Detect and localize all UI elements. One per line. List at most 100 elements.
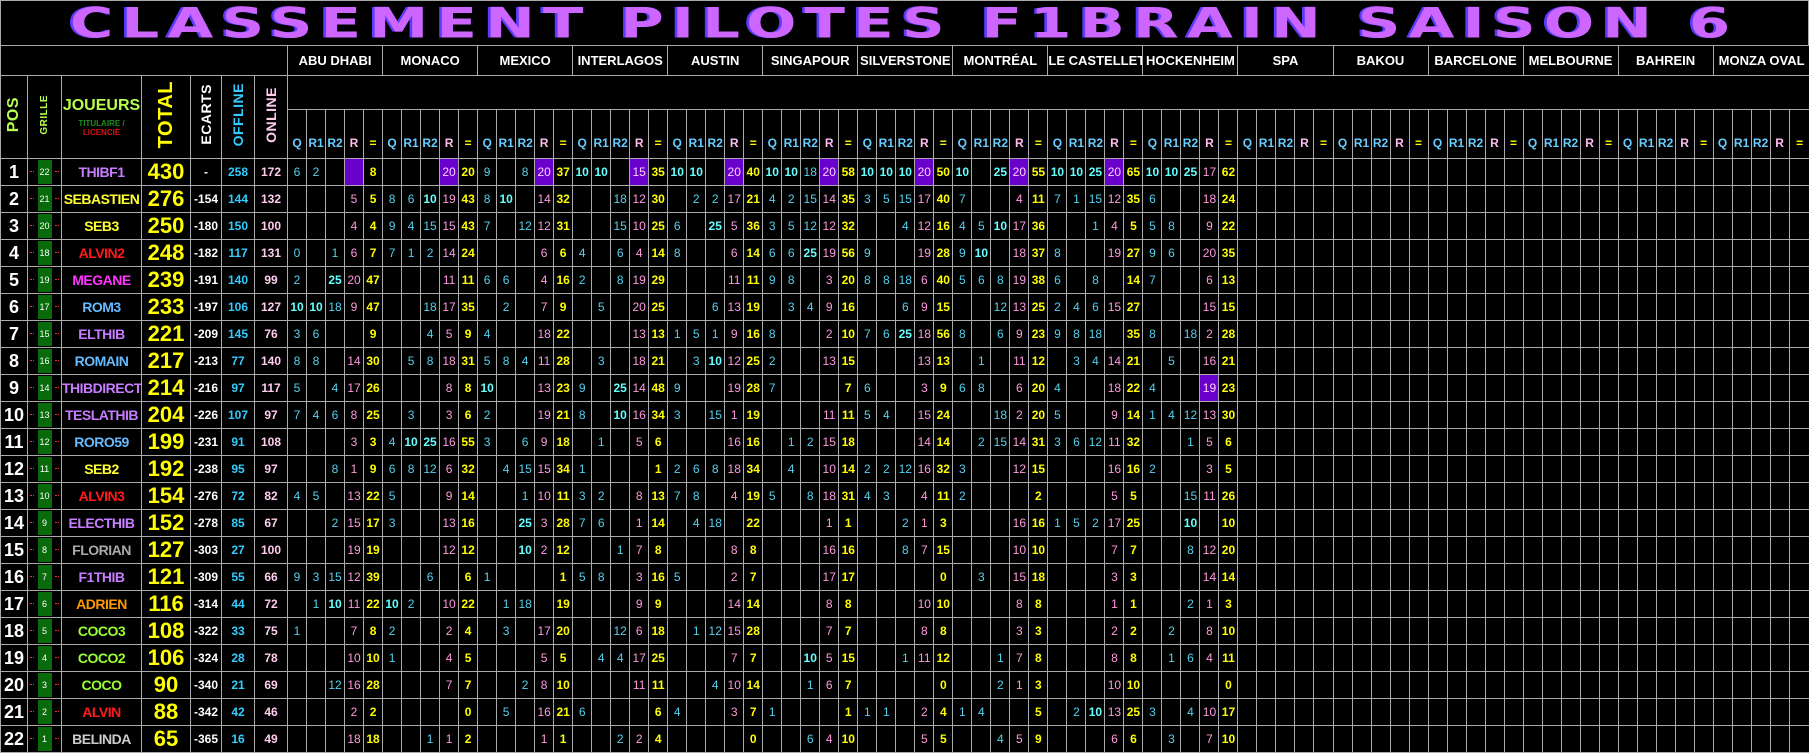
result-r [1770,294,1789,321]
result-r2: 8 [326,456,345,483]
result-r2 [1371,591,1390,618]
result-r2 [1466,618,1485,645]
result-r: 10 [345,645,364,672]
result-r1 [1352,726,1371,753]
result-q: 5 [953,267,972,294]
total-points: 152 [142,510,191,537]
result-q [668,186,687,213]
result-q [1428,483,1447,510]
result-r1 [307,645,326,672]
result-sum: 12 [934,645,953,672]
result-sum: 2 [1029,483,1048,510]
grille-number: 19 [38,268,52,292]
result-sum [1409,186,1428,213]
result-r1 [1257,699,1276,726]
result-sum [1409,375,1428,402]
result-r: 8 [915,618,934,645]
result-sum: 32 [1124,429,1143,456]
result-r2: 25 [801,240,820,267]
result-r2: 1 [1181,429,1200,456]
offline-points: 97 [222,375,255,402]
result-sum: 5 [459,645,478,672]
result-r2 [1751,402,1770,429]
subcolumn-header: R1 [402,110,421,159]
online-points: 72 [255,591,288,618]
result-r: 3 [915,375,934,402]
result-r1 [307,456,326,483]
result-r1 [1162,699,1181,726]
subcolumn-header: R1 [592,110,611,159]
result-r2 [801,321,820,348]
result-r1 [1732,429,1751,456]
result-sum [1789,186,1809,213]
result-r: 8 [725,537,744,564]
result-r2: 4 [706,672,725,699]
result-q [1333,186,1352,213]
result-sum [1599,186,1618,213]
result-q [1618,429,1637,456]
result-q [1618,510,1637,537]
result-r [1390,456,1409,483]
driver-name: ALVIN2 [62,240,142,267]
result-q [1048,213,1067,240]
result-r: 11 [345,591,364,618]
result-sum: 21 [744,186,763,213]
result-sum: 8 [649,537,668,564]
result-q [1713,348,1732,375]
result-r1: 8 [687,483,706,510]
result-r: 5 [630,429,649,456]
result-r: 2 [630,726,649,753]
result-q [1618,483,1637,510]
result-r2: 8 [1086,267,1105,294]
result-r [1390,213,1409,240]
result-r1 [1162,294,1181,321]
result-q: 7 [668,483,687,510]
result-r [1105,267,1124,294]
result-q [1333,618,1352,645]
result-r [1770,483,1789,510]
result-r-highlighted: 20 [1105,159,1124,186]
result-r [1295,348,1314,375]
result-sum [1504,213,1523,240]
grille-slot: 2 [28,699,62,726]
result-q [1333,672,1352,699]
result-q [1618,699,1637,726]
result-q [1333,267,1352,294]
result-r [1390,159,1409,186]
result-r2 [1371,240,1390,267]
result-r2: 8 [706,456,725,483]
result-r2 [1466,159,1485,186]
result-r2 [1751,159,1770,186]
result-sum: 8 [744,537,763,564]
result-r2 [1656,726,1675,753]
position: 18 [1,618,28,645]
position: 17 [1,591,28,618]
result-r: 15 [535,456,554,483]
result-q: 6 [478,267,497,294]
result-q [1238,186,1257,213]
result-sum: 3 [1219,591,1238,618]
result-sum [1314,402,1333,429]
result-r [1485,348,1504,375]
result-sum [1694,726,1713,753]
result-sum: 14 [649,510,668,537]
driver-name: ADRIEN [62,591,142,618]
result-r2 [1751,564,1770,591]
result-r1 [1637,537,1656,564]
result-r2 [1276,267,1295,294]
result-r1 [972,591,991,618]
result-r1 [1732,402,1751,429]
result-sum: 43 [459,213,478,240]
result-r2 [421,159,440,186]
result-r1 [1542,213,1561,240]
result-r2: 4 [1181,699,1200,726]
subcolumn-header: R [630,110,649,159]
result-q [668,348,687,375]
result-sum: 7 [744,645,763,672]
result-r: 3 [820,267,839,294]
result-r [1675,456,1694,483]
result-q: 3 [763,213,782,240]
result-r [1390,321,1409,348]
